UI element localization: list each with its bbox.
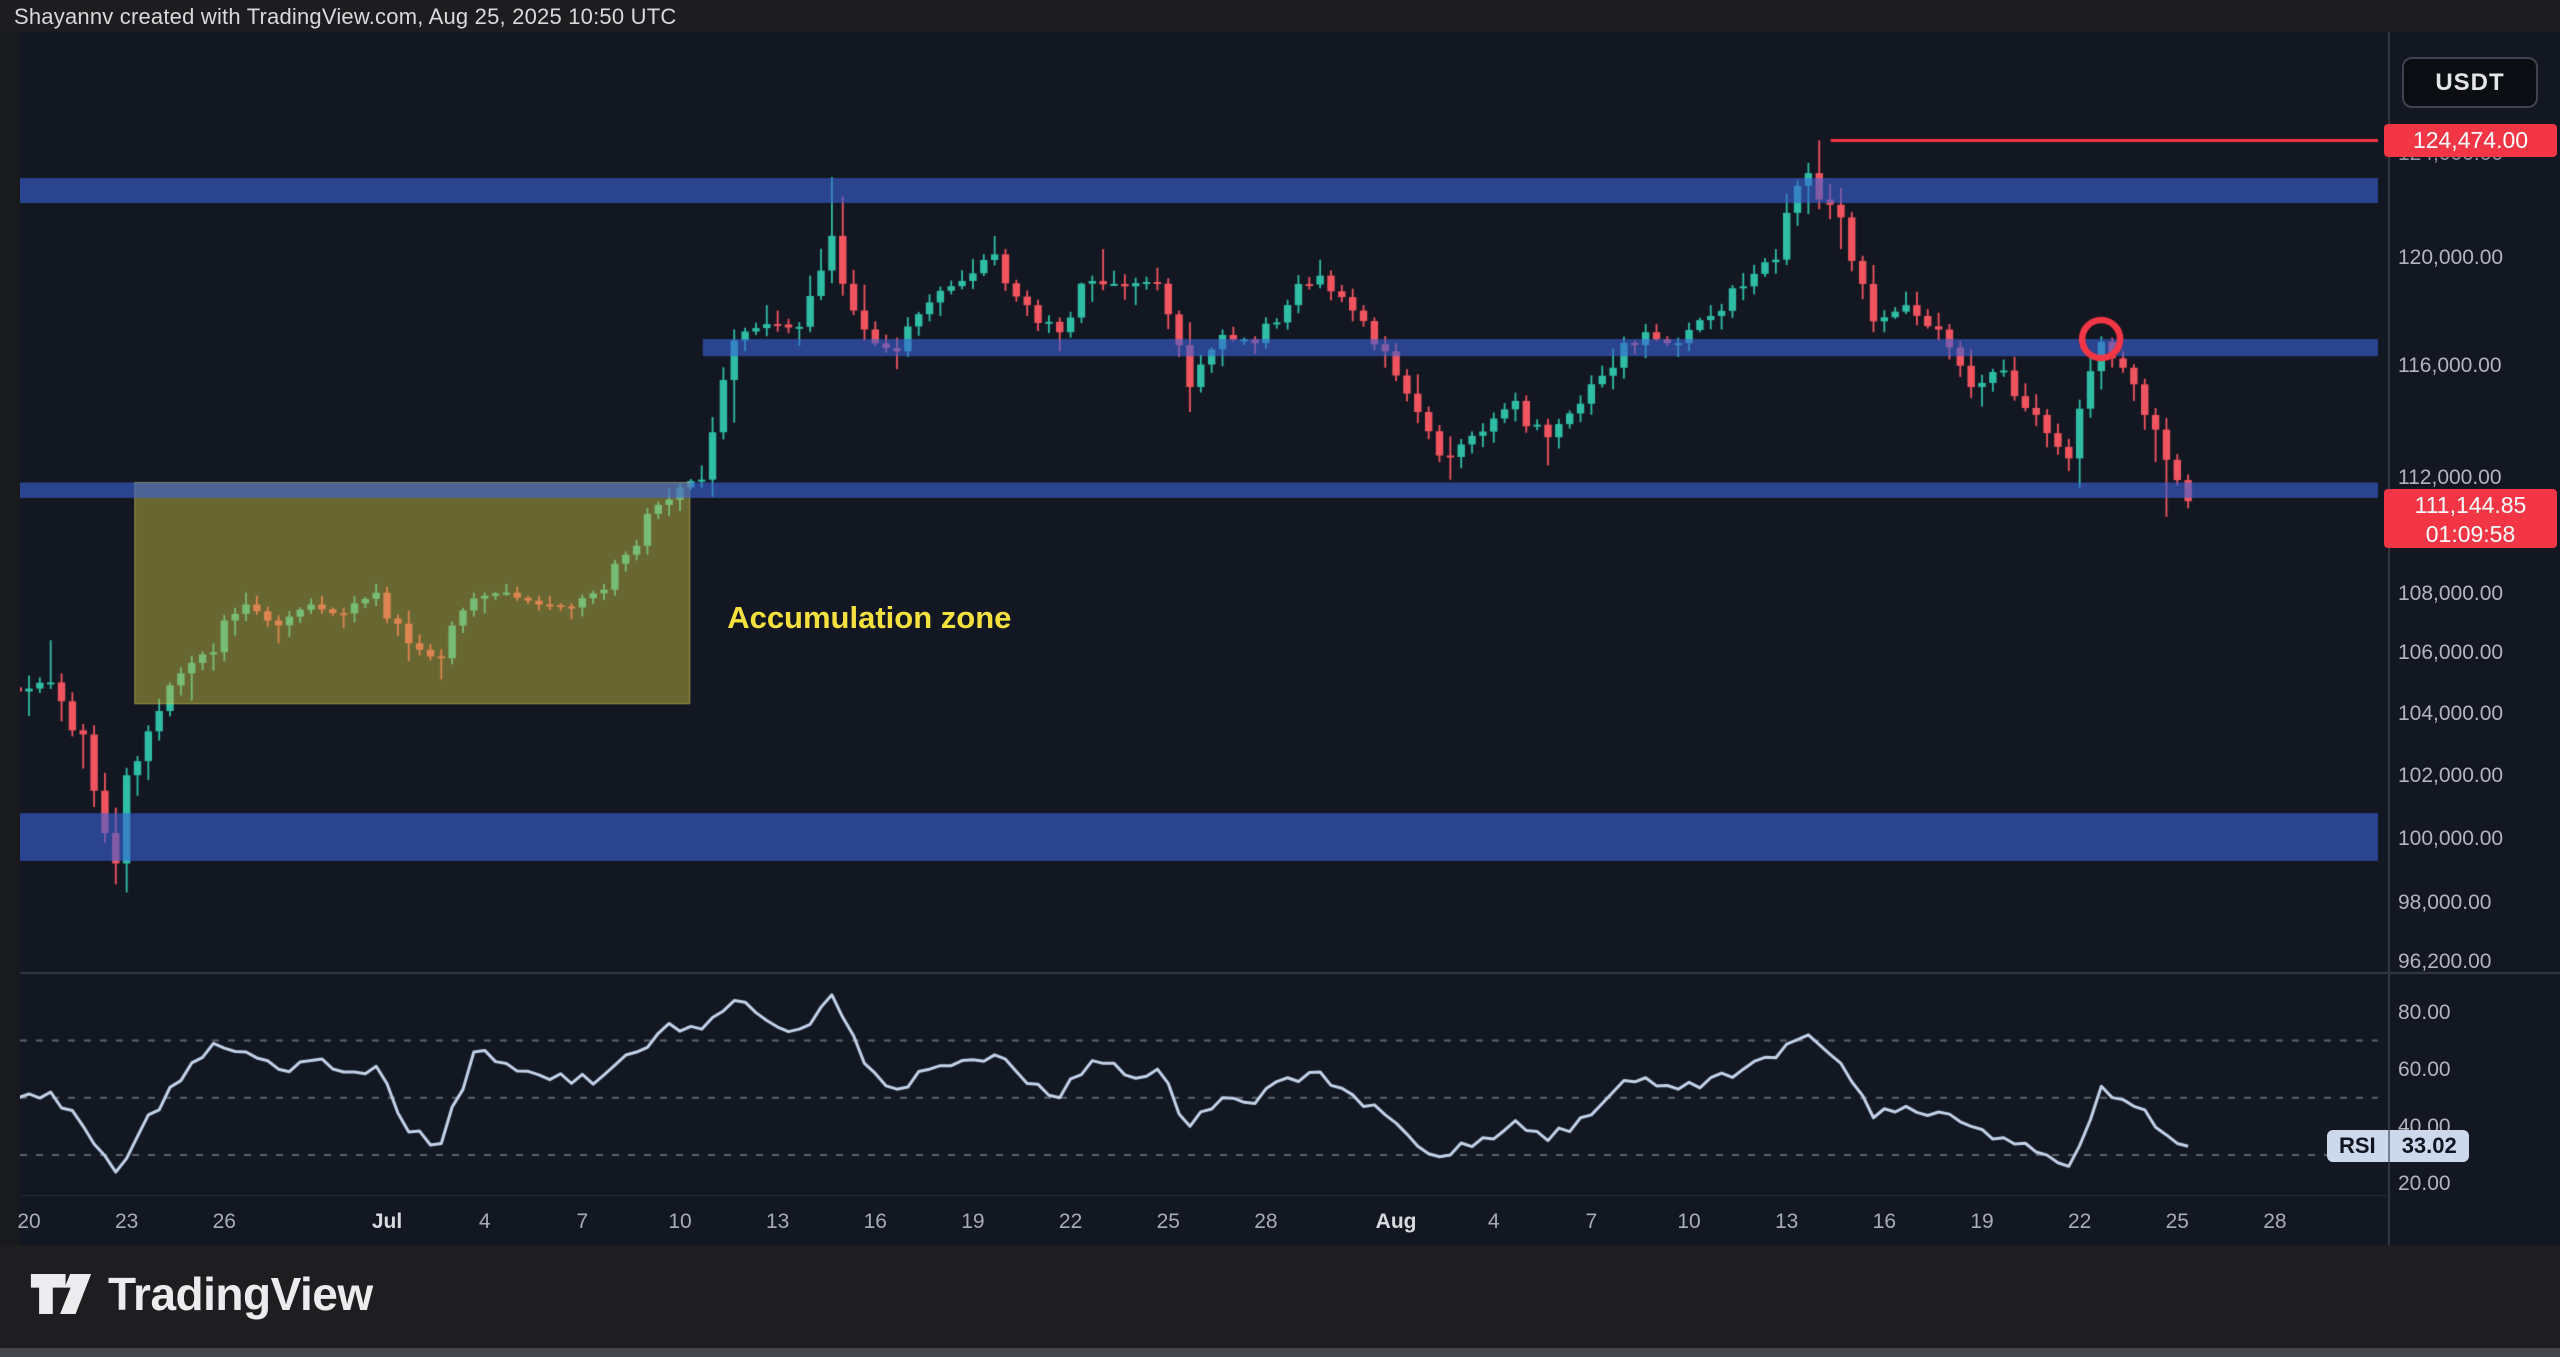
- time-axis-label: 7: [1585, 1210, 1598, 1233]
- time-axis-label: 22: [2067, 1210, 2092, 1233]
- ath-price-label: 124,474.00: [2384, 124, 2557, 157]
- last-price-value: 111,144.85: [2414, 492, 2527, 518]
- price-axis-label: 100,000.00: [2398, 826, 2504, 850]
- price-axis-label: 106,000.00: [2398, 641, 2504, 665]
- footer-bar: TradingView: [0, 1245, 2560, 1357]
- price-axis-label: 102,000.00: [2398, 763, 2504, 787]
- time-axis-label: Aug: [1375, 1210, 1417, 1233]
- price-axis-label: 120,000.00: [2398, 246, 2504, 269]
- candlestick-chart[interactable]: [0, 32, 2560, 1245]
- tradingview-logo-text: TradingView: [108, 1268, 373, 1320]
- time-axis-label: 25: [1156, 1210, 1180, 1233]
- time-axis-label: 7: [576, 1210, 589, 1233]
- attribution-bar: Shayannv created with TradingView.com, A…: [0, 0, 2560, 32]
- time-axis-label: 19: [1970, 1210, 1994, 1233]
- rsi-axis-label: 20.00: [2398, 1172, 2451, 1196]
- time-axis-label: 4: [1487, 1210, 1500, 1233]
- price-axis-label: 98,000.00: [2398, 891, 2492, 915]
- symbol-chip: USDT: [2402, 57, 2538, 108]
- candle-countdown: 01:09:58: [2425, 521, 2516, 547]
- time-axis-label: 25: [2165, 1210, 2189, 1233]
- accumulation-zone-label: Accumulation zone: [727, 600, 1012, 636]
- tradingview-logo[interactable]: TradingView: [30, 1267, 373, 1321]
- time-axis-label: Jul: [371, 1210, 403, 1233]
- rsi-axis-label: 60.00: [2398, 1058, 2451, 1082]
- time-axis-label: 16: [863, 1210, 887, 1233]
- price-axis-label: 116,000.00: [2398, 354, 2502, 377]
- rsi-name: RSI: [2339, 1133, 2376, 1158]
- rsi-value: 33.02: [2387, 1130, 2469, 1162]
- time-axis-label: 4: [478, 1210, 491, 1233]
- time-axis-label: 20: [17, 1210, 41, 1233]
- price-axis-label: 104,000.00: [2398, 701, 2504, 725]
- price-axis-label: 108,000.00: [2398, 581, 2504, 605]
- time-axis-label: 13: [1775, 1210, 1799, 1233]
- time-axis-label: 19: [961, 1210, 985, 1233]
- chart-area: [0, 32, 2560, 1245]
- time-axis-label: 23: [114, 1210, 139, 1233]
- time-axis-label: 10: [668, 1210, 692, 1233]
- tradingview-logo-icon: [30, 1273, 92, 1315]
- attribution-text: Shayannv created with TradingView.com, A…: [14, 4, 677, 29]
- price-axis-label: 96,200.00: [2398, 950, 2492, 974]
- time-axis-label: 10: [1677, 1210, 1701, 1233]
- price-axis-label: 112,000.00: [2398, 465, 2502, 489]
- time-axis-label: 16: [1872, 1210, 1897, 1233]
- rsi-axis-label: 80.00: [2398, 1001, 2451, 1024]
- time-axis-label: 28: [1254, 1210, 1278, 1233]
- time-axis-label: 26: [212, 1210, 236, 1233]
- rsi-indicator-label: RSI 33.02: [2327, 1130, 2469, 1162]
- last-price-label: 111,144.85 01:09:58: [2384, 489, 2557, 548]
- left-gutter: [0, 32, 20, 1245]
- time-axis-label: 28: [2263, 1210, 2287, 1233]
- time-axis-label: 13: [765, 1210, 790, 1233]
- footer-scroll-strip: [0, 1348, 2560, 1357]
- time-axis-label: 22: [1058, 1210, 1083, 1233]
